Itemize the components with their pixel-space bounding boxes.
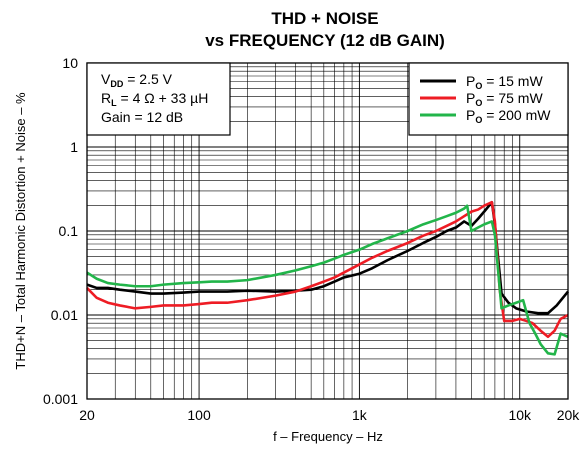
y-tick-label: 10 bbox=[62, 55, 78, 71]
x-tick-labels: 20 100 1k 10k 20k bbox=[79, 407, 580, 423]
series-line-1 bbox=[86, 200, 570, 315]
y-tick-label: 0.1 bbox=[59, 223, 79, 239]
y-tick-labels: 10 1 0.1 0.01 0.001 bbox=[43, 55, 78, 407]
condition-text: VDD = 2.5 V bbox=[101, 71, 173, 89]
condition-text: Gain = 12 dB bbox=[101, 109, 183, 125]
series-lines bbox=[86, 200, 570, 356]
series-line-3 bbox=[86, 204, 569, 356]
x-tick-label: 100 bbox=[187, 407, 211, 423]
legend-label: PO = 75 mW bbox=[466, 90, 543, 108]
y-tick-label: 1 bbox=[70, 139, 78, 155]
x-tick-label: 10k bbox=[508, 407, 532, 423]
legend-label: PO = 200 mW bbox=[466, 107, 551, 125]
plot-frame bbox=[86, 62, 569, 400]
x-tick-label: 1k bbox=[352, 407, 368, 423]
y-tick-label: 0.001 bbox=[43, 391, 78, 407]
chart-title-line-1: THD + NOISE bbox=[271, 9, 378, 28]
y-axis-label: THD+N – Total Harmonic Distortion + Nois… bbox=[13, 92, 28, 370]
y-tick-label: 0.01 bbox=[51, 307, 78, 323]
legend-label: PO = 15 mW bbox=[466, 73, 543, 91]
series-line-2 bbox=[86, 200, 569, 339]
x-axis-label: f – Frequency – Hz bbox=[273, 429, 383, 444]
x-tick-label: 20 bbox=[79, 407, 95, 423]
condition-text: RL = 4 Ω + 33 µH bbox=[101, 90, 208, 108]
chart-title-line-2: vs FREQUENCY (12 dB GAIN) bbox=[205, 31, 445, 50]
x-tick-label: 20k bbox=[557, 407, 581, 423]
